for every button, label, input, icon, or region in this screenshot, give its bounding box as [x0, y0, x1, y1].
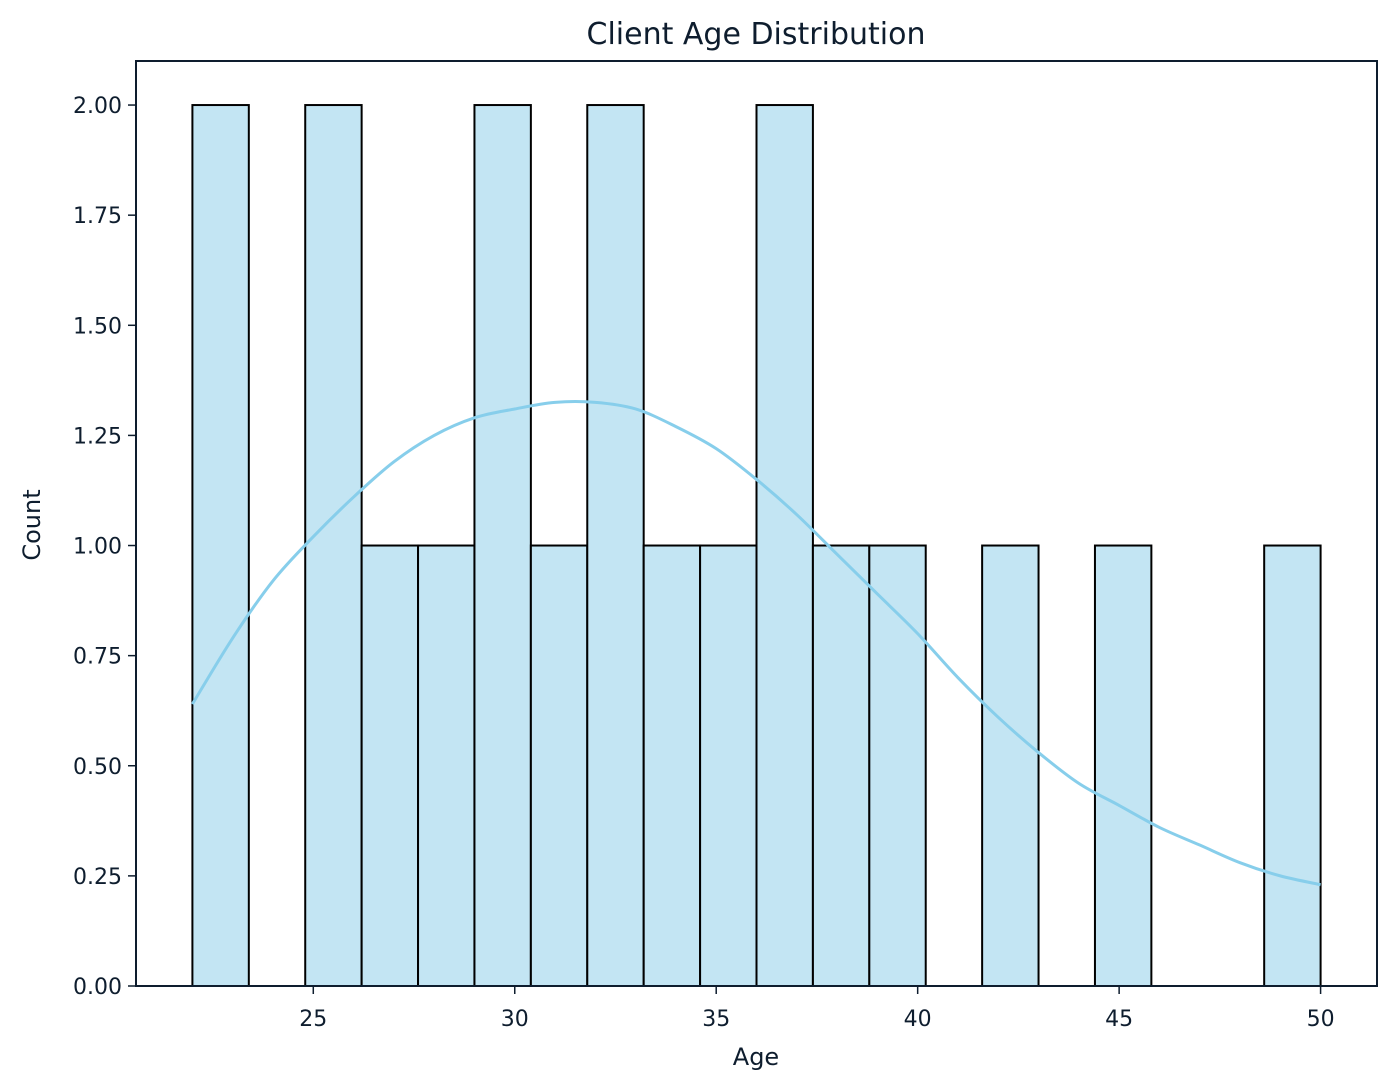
x-tick-label: 30 — [501, 1007, 529, 1032]
histogram-bar-6 — [529, 544, 589, 987]
histogram-bar-4 — [417, 544, 476, 987]
y-tick-label: 0.75 — [73, 645, 122, 670]
chart-title: Client Age Distribution — [587, 17, 926, 52]
histogram-bar-12 — [868, 544, 927, 987]
histogram-bar-0 — [191, 104, 250, 988]
y-tick-label: 1.75 — [73, 204, 122, 229]
x-tick-label: 25 — [299, 1007, 327, 1032]
y-tick-label: 1.25 — [73, 424, 122, 449]
histogram-bar-2 — [304, 104, 363, 988]
histogram-bar-5 — [473, 104, 532, 988]
histogram-bar-3 — [360, 544, 420, 987]
histogram-bar-11 — [811, 544, 871, 987]
histogram-bars — [191, 104, 1322, 988]
histogram-bar-9 — [699, 544, 758, 987]
histogram-bar-16 — [1093, 544, 1153, 987]
y-tick-label: 0.00 — [73, 975, 122, 1000]
x-axis: 25 30 35 40 45 50 — [299, 986, 1335, 1032]
histogram-bar-8 — [642, 544, 702, 987]
histogram-bar-7 — [586, 104, 645, 988]
histogram-bar-19 — [1263, 544, 1322, 987]
x-axis-label: Age — [733, 1043, 779, 1071]
y-tick-label: 2.00 — [73, 94, 122, 119]
x-tick-label: 50 — [1307, 1007, 1335, 1032]
histogram-bar-14 — [981, 544, 1040, 987]
x-tick-label: 35 — [702, 1007, 730, 1032]
y-tick-label: 0.50 — [73, 755, 122, 780]
y-axis-label: Count — [18, 489, 46, 560]
y-axis: 0.00 0.25 0.50 0.75 1.00 1.25 1.50 1.75 2.00 — [73, 94, 136, 1000]
x-tick-label: 40 — [904, 1007, 932, 1032]
x-tick-label: 45 — [1105, 1007, 1133, 1032]
histogram-bar-10 — [755, 104, 814, 988]
plot-frame — [135, 60, 1378, 987]
y-tick-label: 1.50 — [73, 314, 122, 339]
y-tick-label: 1.00 — [73, 535, 122, 560]
kde-curve — [191, 400, 1321, 887]
y-tick-label: 0.25 — [73, 865, 122, 890]
